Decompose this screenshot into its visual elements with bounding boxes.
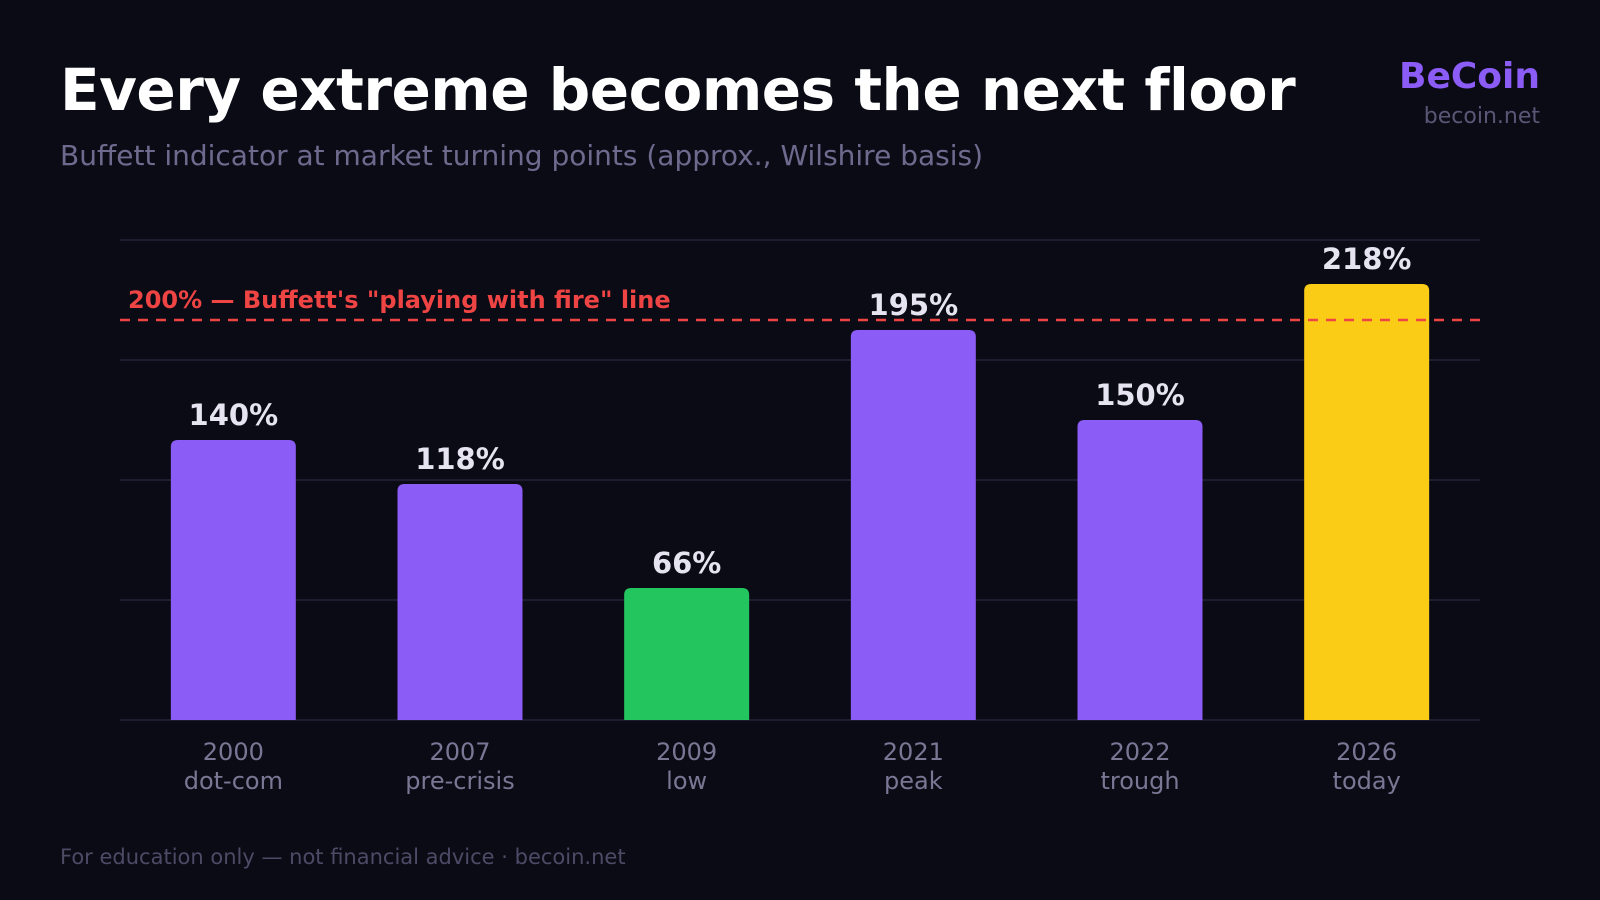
footer-disclaimer: For education only — not financial advic…	[60, 845, 626, 869]
bar-2000	[170, 440, 296, 720]
data-label: 195%	[869, 288, 959, 322]
data-label: 218%	[1322, 242, 1412, 276]
x-tick-sublabel: trough	[1100, 767, 1179, 795]
data-label: 66%	[652, 546, 721, 580]
x-tick-sublabel: today	[1333, 767, 1401, 795]
brand-url: becoin.net	[1423, 104, 1540, 129]
chart-title: Every extreme becomes the next floor	[60, 56, 1296, 124]
brand-logo: BeCoin	[1399, 56, 1540, 97]
x-tick-sublabel: dot-com	[184, 767, 283, 795]
x-tick-sublabel: low	[666, 767, 707, 795]
x-tick-label: 2026	[1336, 738, 1397, 766]
bar-2009	[624, 588, 750, 720]
bar-2026	[1304, 284, 1430, 720]
x-tick-label: 2007	[429, 738, 490, 766]
x-tick-label: 2022	[1109, 738, 1170, 766]
x-tick-sublabel: pre-crisis	[405, 767, 514, 795]
x-tick-label: 2009	[656, 738, 717, 766]
bar-2022	[1077, 420, 1203, 720]
reference-line-label: 200% — Buffett's "playing with fire" lin…	[128, 286, 671, 314]
data-label: 118%	[415, 442, 505, 476]
x-tick-label: 2021	[883, 738, 944, 766]
data-label: 140%	[189, 398, 279, 432]
x-tick-sublabel: peak	[884, 767, 943, 795]
bar-2007	[397, 484, 523, 720]
chart-subtitle: Buffett indicator at market turning poin…	[60, 139, 984, 172]
data-label: 150%	[1095, 378, 1185, 412]
x-tick-label: 2000	[203, 738, 264, 766]
bar-2021	[850, 330, 976, 720]
